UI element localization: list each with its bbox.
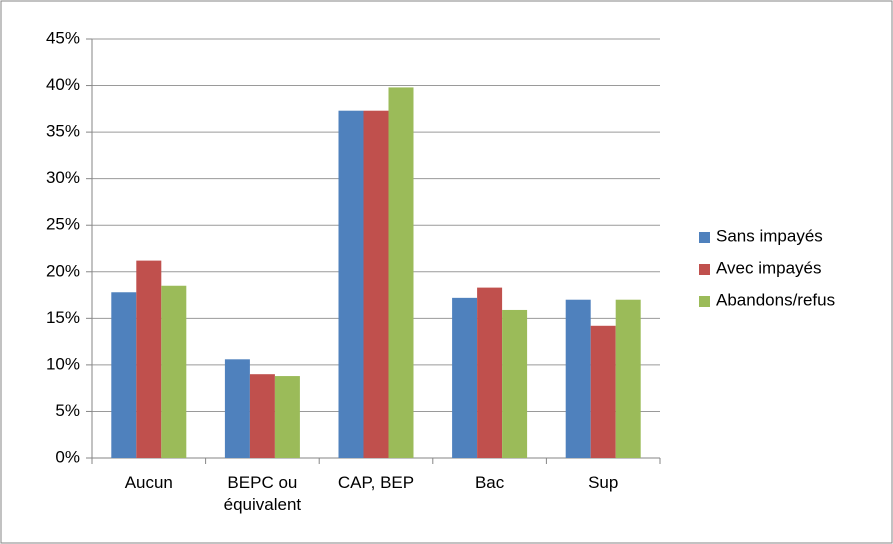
bar bbox=[590, 325, 616, 458]
legend-label: Sans impayés bbox=[716, 226, 823, 245]
legend-swatch bbox=[699, 296, 710, 307]
bar bbox=[363, 110, 389, 458]
bar bbox=[615, 299, 641, 458]
bar bbox=[477, 287, 503, 458]
bar bbox=[161, 285, 187, 458]
y-tick-label: 35% bbox=[46, 122, 80, 141]
y-tick-label: 40% bbox=[46, 75, 80, 94]
bar bbox=[224, 359, 250, 458]
y-tick-label: 30% bbox=[46, 168, 80, 187]
bar bbox=[249, 374, 275, 458]
y-tick-label: 10% bbox=[46, 354, 80, 373]
y-tick-label: 20% bbox=[46, 261, 80, 280]
x-tick-label: Bac bbox=[475, 473, 505, 492]
x-tick-label: Sup bbox=[588, 473, 618, 492]
x-tick-label: CAP, BEP bbox=[338, 473, 414, 492]
y-tick-label: 5% bbox=[55, 401, 80, 420]
legend-swatch bbox=[699, 264, 710, 275]
bar bbox=[388, 87, 414, 458]
bar bbox=[565, 299, 591, 458]
bar bbox=[274, 376, 300, 458]
legend-label: Abandons/refus bbox=[716, 290, 835, 309]
bar bbox=[338, 110, 364, 458]
bar bbox=[502, 309, 528, 458]
y-tick-label: 45% bbox=[46, 28, 80, 47]
bar bbox=[136, 260, 162, 458]
y-tick-label: 25% bbox=[46, 215, 80, 234]
legend-swatch bbox=[699, 232, 710, 243]
y-tick-label: 15% bbox=[46, 308, 80, 327]
y-tick-label: 0% bbox=[55, 447, 80, 466]
x-tick-label: Aucun bbox=[125, 473, 173, 492]
bar bbox=[111, 292, 137, 458]
bar bbox=[452, 297, 478, 458]
legend-label: Avec impayés bbox=[716, 258, 822, 277]
x-tick-label: BEPC ou équivalent bbox=[224, 473, 302, 514]
